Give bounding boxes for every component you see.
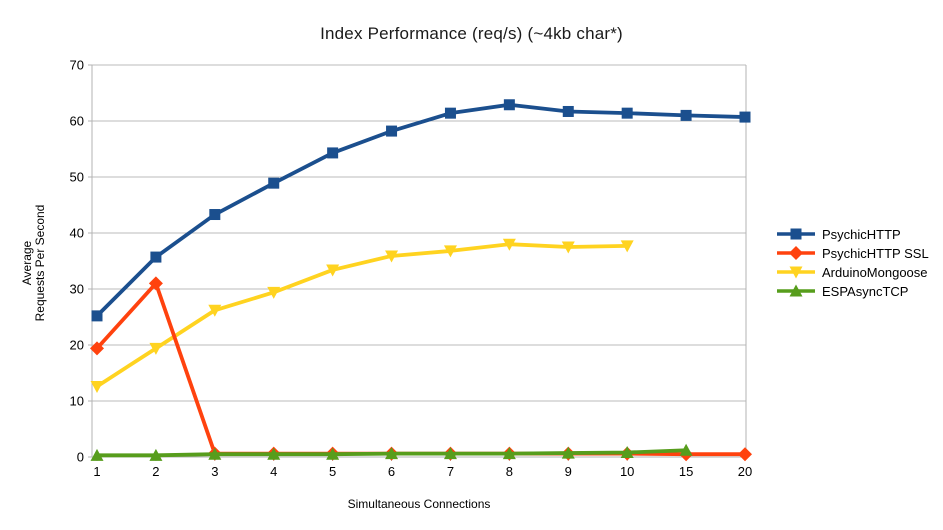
chart-title: Index Performance (req/s) (~4kb char*) xyxy=(320,24,623,43)
series-arduinomongoose xyxy=(90,238,634,393)
legend-marker-diamond xyxy=(777,246,815,260)
data-point-marker-square xyxy=(444,107,456,119)
y-tick-label: 0 xyxy=(77,450,84,465)
plot-border xyxy=(91,65,747,458)
x-tick-label: 9 xyxy=(565,464,572,479)
series-line xyxy=(95,281,747,457)
data-point-marker-triangle-down xyxy=(561,241,575,254)
data-point-marker-triangle-up xyxy=(90,448,104,461)
data-point-marker-square xyxy=(150,251,162,263)
x-tick-labels: 1 2 3 4 5 6 7 8 9 10 15 20 xyxy=(93,457,752,479)
data-point-marker-triangle-down xyxy=(620,240,634,253)
data-point-marker-square xyxy=(680,109,692,121)
y-tick-label: 40 xyxy=(70,226,84,241)
legend-marker-triangle-down xyxy=(777,266,815,279)
data-point-marker-triangle-down xyxy=(385,250,399,263)
data-point-marker-triangle-down xyxy=(443,245,457,258)
data-point-marker-square xyxy=(562,105,574,117)
data-point-marker-diamond xyxy=(148,276,163,291)
y-tick-label: 10 xyxy=(70,394,84,409)
x-tick-label: 8 xyxy=(506,464,513,479)
data-point-marker-triangle-up xyxy=(267,447,281,460)
legend-label: ESPAsyncTCP xyxy=(822,283,909,299)
y-tick-label: 70 xyxy=(70,58,84,73)
data-point-marker-triangle-down xyxy=(208,304,222,317)
legend-label: PsychicHTTP xyxy=(822,226,901,242)
data-point-marker-triangle-down xyxy=(502,238,516,251)
data-point-marker-triangle-down xyxy=(326,264,340,277)
x-tick-label: 15 xyxy=(679,464,693,479)
legend: PsychicHTTP PsychicHTTP SSL ArduinoMongoos… xyxy=(777,226,929,299)
y-tick-label: 30 xyxy=(70,282,84,297)
x-tick-label: 1 xyxy=(93,464,100,479)
data-point-marker-triangle-up xyxy=(561,446,575,459)
data-point-marker-square xyxy=(91,310,103,322)
y-tick-labels: 0 10 20 30 40 50 60 70 xyxy=(70,58,84,465)
legend-item-psychichttp-ssl: PsychicHTTP SSL xyxy=(777,245,929,261)
y-tick-label: 20 xyxy=(70,338,84,353)
data-point-marker-square xyxy=(386,125,398,137)
legend-marker-triangle-up xyxy=(777,284,815,297)
x-tick-label: 5 xyxy=(329,464,336,479)
data-point-marker-triangle-down xyxy=(267,286,281,299)
data-point-marker-triangle-up xyxy=(326,447,340,460)
y-tick-label: 50 xyxy=(70,170,84,185)
data-point-marker-triangle-down xyxy=(90,380,104,393)
legend-item-psychichttp: PsychicHTTP xyxy=(777,226,929,242)
data-point-marker-square xyxy=(739,111,751,123)
x-tick-label: 4 xyxy=(270,464,277,479)
x-tick-label: 6 xyxy=(388,464,395,479)
data-point-marker-triangle-up xyxy=(385,447,399,460)
data-point-marker-square xyxy=(790,228,802,240)
data-point-marker-triangle-up xyxy=(679,443,693,456)
x-tick-label: 20 xyxy=(738,464,752,479)
series-espasynctcp xyxy=(90,443,693,461)
data-point-marker-triangle-up xyxy=(149,448,163,461)
data-point-marker-diamond xyxy=(90,341,104,356)
data-point-marker-triangle-up xyxy=(789,284,803,297)
x-tick-label: 3 xyxy=(211,464,218,479)
legend-item-arduinomongoose: ArduinoMongoose xyxy=(777,264,929,280)
data-point-marker-square xyxy=(268,177,280,189)
data-point-marker-triangle-down xyxy=(789,266,803,279)
data-point-marker-triangle-up xyxy=(502,447,516,460)
data-point-marker-square xyxy=(209,209,221,221)
data-point-marker-triangle-up xyxy=(208,447,222,460)
series-line xyxy=(95,242,630,389)
x-tick-label: 10 xyxy=(620,464,634,479)
legend-label: PsychicHTTP SSL xyxy=(822,245,929,261)
data-point-marker-triangle-down xyxy=(149,342,163,355)
y-axis-title: Average Requests Per Second xyxy=(20,163,51,363)
x-tick-label: 2 xyxy=(152,464,159,479)
data-point-marker-diamond xyxy=(789,246,803,260)
data-point-marker-diamond xyxy=(738,447,752,462)
x-axis-title: Simultaneous Connections xyxy=(347,497,491,511)
legend-item-espasynctcp: ESPAsyncTCP xyxy=(777,283,929,299)
y-axis-title-line2: Requests Per Second xyxy=(33,204,47,322)
series-line xyxy=(95,102,747,318)
data-point-marker-square xyxy=(327,147,339,159)
data-point-marker-square xyxy=(621,107,633,119)
series-psychichttp-ssl xyxy=(90,276,752,462)
x-tick-label: 7 xyxy=(447,464,454,479)
data-point-marker-triangle-up xyxy=(620,446,634,459)
data-point-marker-triangle-up xyxy=(443,447,457,460)
legend-label: ArduinoMongoose xyxy=(822,264,928,280)
data-point-marker-square xyxy=(503,99,515,111)
y-tick-label: 60 xyxy=(70,114,84,129)
series-psychichttp xyxy=(91,99,751,322)
legend-marker-square xyxy=(777,228,815,240)
